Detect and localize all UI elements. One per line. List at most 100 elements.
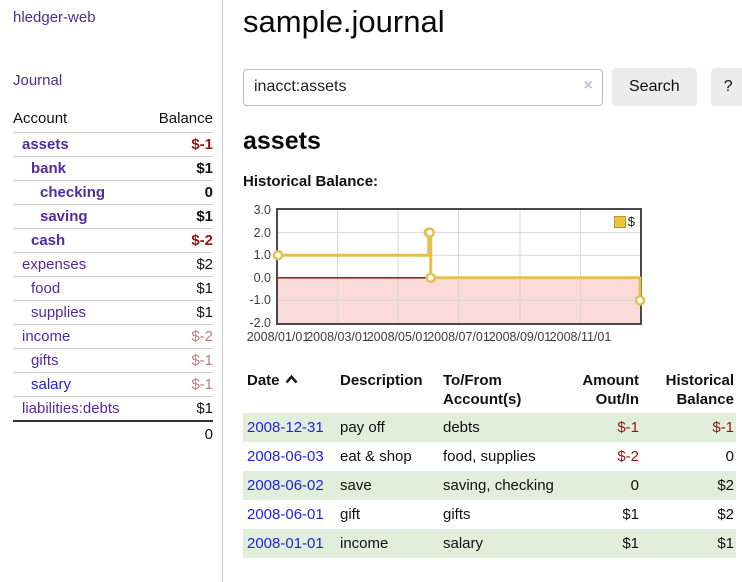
transaction-row: 2008-06-01 gift gifts $1 $2 — [243, 500, 736, 529]
help-button[interactable]: ? — [710, 68, 742, 106]
amount-column-header: Amount Out/In — [582, 372, 639, 408]
account-link[interactable]: assets — [22, 136, 69, 153]
transaction-date-link[interactable]: 2008-06-02 — [247, 477, 324, 494]
brand-link[interactable]: hledger-web — [13, 9, 96, 26]
account-balance: 0 — [145, 180, 213, 205]
main-content: sample.journal × Search ? assets Histori… — [223, 0, 742, 582]
transaction-balance: $2 — [717, 477, 734, 494]
accounts-header-row: Account Balance — [13, 106, 213, 133]
transaction-accounts: food, supplies — [443, 448, 536, 465]
account-link[interactable]: gifts — [31, 352, 59, 369]
transaction-balance: $-1 — [712, 419, 734, 436]
chart-plot-area[interactable]: $ — [272, 208, 646, 325]
transaction-amount: $1 — [622, 506, 639, 523]
account-balance: $-1 — [145, 348, 213, 373]
account-link[interactable]: saving — [40, 208, 88, 225]
search-input-wrap: × — [243, 68, 603, 106]
account-row: salary $-1 — [13, 372, 213, 397]
legend-swatch-icon — [613, 215, 626, 228]
y-axis-tick-label: -1.0 — [249, 293, 271, 308]
transaction-accounts: salary — [443, 535, 484, 552]
x-axis-tick-label: 2008/09/01 — [488, 330, 552, 344]
balance-column-header: Balance — [145, 106, 213, 133]
transaction-description: pay off — [340, 419, 385, 436]
x-axis-tick-label: 2008/11/01 — [549, 330, 612, 344]
transaction-description: gift — [340, 506, 361, 523]
search-button[interactable]: Search — [612, 68, 697, 106]
account-link[interactable]: expenses — [22, 256, 87, 273]
account-balance: $1 — [145, 396, 213, 421]
sort-ascending-icon — [285, 374, 297, 384]
account-title: assets — [243, 127, 321, 155]
account-row: saving $1 — [13, 204, 213, 229]
account-row: cash $-2 — [13, 228, 213, 253]
accounts-column-header: To/From Account(s) — [443, 372, 522, 408]
page-title: sample.journal — [243, 4, 445, 39]
transaction-row: 2008-06-03 eat & shop food, supplies $-2… — [243, 442, 736, 471]
x-axis-tick-label: 2008/07/01 — [427, 330, 490, 344]
account-row: income $-2 — [13, 324, 213, 349]
account-balance: $1 — [145, 156, 213, 181]
transaction-description: save — [340, 477, 372, 494]
x-axis-tick-label: 2008/03/01 — [306, 330, 369, 344]
journal-link[interactable]: Journal — [13, 72, 63, 89]
account-link[interactable]: income — [22, 328, 71, 345]
y-axis-tick-label: 2.0 — [253, 225, 271, 240]
y-axis-tick-label: 1.0 — [253, 248, 271, 263]
y-axis-tick-label: 3.0 — [253, 203, 271, 217]
accounts-total-value: 0 — [145, 420, 213, 447]
transaction-amount: $-1 — [617, 419, 639, 436]
journal-nav: Journal — [13, 72, 212, 89]
legend-label: $ — [627, 214, 635, 229]
y-axis-tick-label: -2.0 — [249, 316, 271, 330]
transaction-description: eat & shop — [340, 448, 412, 465]
account-row: liabilities:debts $1 — [13, 396, 213, 421]
account-balance: $-2 — [145, 324, 213, 349]
transaction-balance: $2 — [717, 506, 734, 523]
account-link[interactable]: liabilities:debts — [22, 400, 120, 417]
transaction-row: 2008-12-31 pay off debts $-1 $-1 — [243, 413, 736, 442]
search-form: × Search ? — [243, 68, 742, 106]
account-row: assets $-1 — [13, 133, 213, 157]
x-axis-tick-label: 2008/01/01 — [246, 330, 310, 344]
clear-search-icon[interactable]: × — [583, 76, 593, 94]
account-link[interactable]: checking — [40, 184, 106, 201]
transaction-row: 2008-01-01 income salary $1 $1 — [243, 529, 736, 558]
account-balance: $-1 — [145, 372, 213, 397]
description-column-header: Description — [340, 372, 423, 389]
account-balance: $-1 — [191, 136, 213, 153]
search-input[interactable] — [243, 68, 603, 106]
date-column-header[interactable]: Date — [243, 368, 340, 413]
chart-section-label: Historical Balance: — [243, 173, 379, 190]
account-link[interactable]: salary — [31, 376, 72, 393]
transaction-date-link[interactable]: 2008-01-01 — [247, 535, 324, 552]
account-row: food $1 — [13, 276, 213, 301]
transaction-accounts: gifts — [443, 506, 471, 523]
transaction-amount: $-2 — [617, 448, 639, 465]
account-balance: $1 — [145, 300, 213, 325]
transaction-amount: $1 — [622, 535, 639, 552]
chart-legend: $ — [613, 214, 635, 229]
account-balance: $1 — [145, 204, 213, 229]
account-balance: $2 — [145, 252, 213, 277]
account-link[interactable]: food — [31, 280, 61, 297]
app-brand: hledger-web — [13, 9, 212, 26]
register-header-row: Date Description To/From Account(s) Amou… — [243, 368, 736, 413]
account-link[interactable]: bank — [31, 160, 67, 177]
account-link[interactable]: supplies — [31, 304, 87, 321]
account-link[interactable]: cash — [31, 232, 66, 249]
transaction-amount: 0 — [630, 477, 639, 494]
y-axis-tick-label: 0.0 — [253, 270, 271, 285]
transaction-date-link[interactable]: 2008-12-31 — [247, 419, 324, 436]
account-row: bank $1 — [13, 156, 213, 181]
transaction-date-link[interactable]: 2008-06-03 — [247, 448, 324, 465]
account-row: expenses $2 — [13, 252, 213, 277]
accounts-total-row: 0 — [13, 420, 213, 447]
transaction-date-link[interactable]: 2008-06-01 — [247, 506, 324, 523]
account-row: supplies $1 — [13, 300, 213, 325]
balance-column-header-main: Historical Balance — [665, 372, 734, 408]
account-row: checking 0 — [13, 180, 213, 205]
sidebar: hledger-web Journal Account Balance asse… — [0, 0, 223, 582]
accounts-table: Account Balance assets $-1 bank $1 check… — [13, 106, 213, 447]
account-balance: $-2 — [145, 228, 213, 253]
